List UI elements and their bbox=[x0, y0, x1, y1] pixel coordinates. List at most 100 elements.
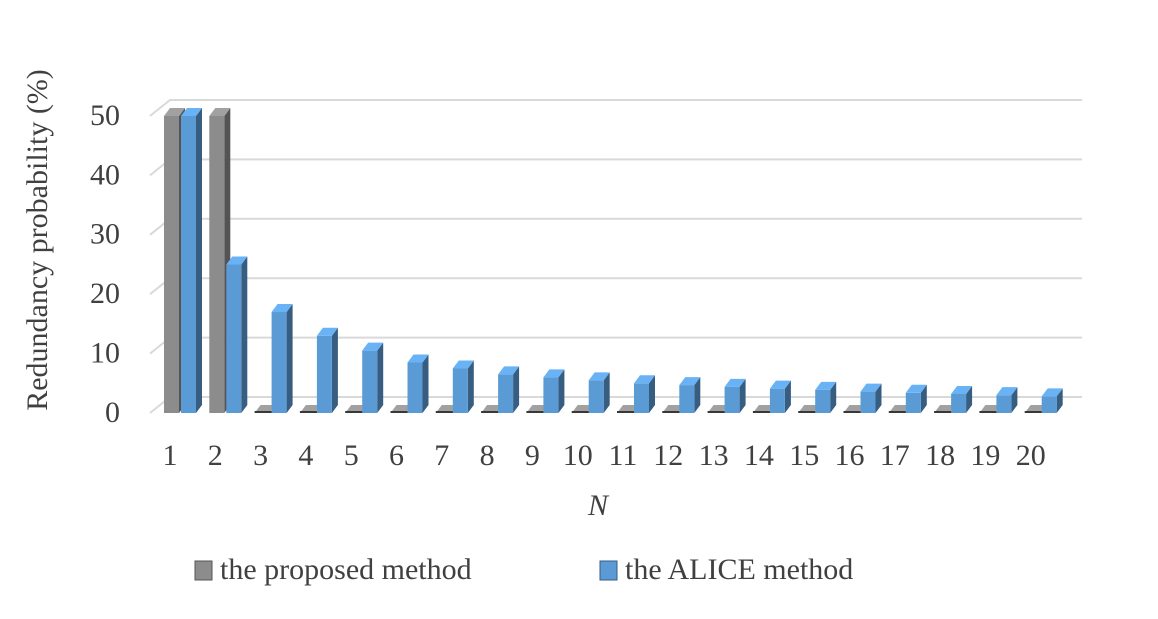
legend-label: the proposed method bbox=[220, 553, 472, 586]
bar bbox=[498, 374, 514, 413]
bar-top bbox=[996, 387, 1018, 396]
y-tick-label: 20 bbox=[90, 277, 120, 310]
bar bbox=[679, 385, 695, 413]
bar bbox=[951, 393, 967, 413]
x-tick-label: 11 bbox=[609, 439, 638, 472]
bar-side bbox=[1011, 387, 1018, 413]
bar-side bbox=[558, 369, 565, 413]
x-tick-label: 4 bbox=[298, 439, 313, 472]
y-axis-label: Redundancy probability (%) bbox=[21, 69, 54, 411]
bar bbox=[209, 116, 225, 413]
bar-side bbox=[513, 366, 520, 413]
grid-line bbox=[149, 158, 1082, 177]
bar bbox=[905, 392, 921, 413]
bar bbox=[543, 377, 559, 413]
x-tick-label: 14 bbox=[744, 439, 774, 472]
grid-line bbox=[149, 277, 1082, 295]
x-tick-label: 1 bbox=[163, 439, 178, 472]
x-tick-label: 18 bbox=[925, 439, 955, 472]
bar-side bbox=[920, 384, 927, 413]
bar-side bbox=[603, 372, 610, 413]
bar-side bbox=[694, 377, 701, 413]
bar bbox=[407, 362, 423, 413]
bar bbox=[316, 335, 332, 413]
x-tick-label: 3 bbox=[253, 439, 268, 472]
y-tick-label: 0 bbox=[105, 396, 120, 429]
bar bbox=[860, 391, 876, 413]
bar-side bbox=[241, 256, 248, 413]
legend-swatch bbox=[194, 560, 213, 581]
bar-top bbox=[362, 342, 384, 351]
bar-side bbox=[649, 375, 655, 413]
bar-top bbox=[543, 369, 565, 378]
x-tick-label: 7 bbox=[434, 439, 449, 472]
bar bbox=[1041, 396, 1057, 413]
bar-top bbox=[226, 256, 248, 265]
bar-top bbox=[407, 354, 429, 363]
bar bbox=[996, 395, 1012, 413]
bar-top bbox=[1041, 388, 1063, 397]
bar bbox=[452, 368, 468, 413]
legend-swatch bbox=[599, 560, 618, 581]
x-axis-label: N bbox=[587, 489, 610, 522]
y-tick-label: 10 bbox=[90, 336, 120, 369]
bar bbox=[588, 380, 604, 413]
x-tick-label: 2 bbox=[208, 439, 223, 472]
bar bbox=[724, 386, 740, 413]
bar-side bbox=[739, 378, 746, 413]
x-tick-label: 6 bbox=[389, 439, 404, 472]
y-tick-label: 30 bbox=[90, 218, 120, 251]
bar-top bbox=[209, 108, 231, 116]
bar-top bbox=[679, 377, 701, 386]
bar-top bbox=[316, 327, 338, 336]
bar bbox=[271, 312, 287, 413]
y-tick-label: 40 bbox=[90, 158, 120, 191]
bar bbox=[181, 116, 196, 413]
grid-line bbox=[149, 217, 1082, 236]
bar-side bbox=[286, 304, 293, 413]
x-tick-label: 16 bbox=[835, 439, 865, 472]
x-tick-label: 20 bbox=[1016, 439, 1046, 472]
bar-side bbox=[830, 381, 837, 413]
x-tick-label: 5 bbox=[344, 439, 359, 472]
bar-side bbox=[1056, 388, 1063, 413]
grid-line bbox=[149, 99, 1082, 117]
x-tick-label: 15 bbox=[789, 439, 819, 472]
bar-side bbox=[784, 380, 791, 413]
bar-top bbox=[724, 378, 746, 387]
bar-top bbox=[271, 304, 293, 313]
bar-side bbox=[875, 383, 882, 413]
bar bbox=[634, 383, 649, 413]
bar-top bbox=[769, 380, 791, 389]
bar-side bbox=[422, 354, 429, 413]
bar-side bbox=[331, 327, 338, 413]
bar-top bbox=[860, 383, 882, 392]
bar-side bbox=[377, 342, 384, 413]
bar bbox=[164, 116, 179, 413]
bar bbox=[226, 264, 242, 413]
bar bbox=[769, 388, 785, 413]
bar-top bbox=[164, 108, 185, 116]
x-tick-label: 19 bbox=[970, 439, 1000, 472]
bar-top bbox=[498, 366, 520, 375]
legend-label: the ALICE method bbox=[625, 553, 853, 586]
bar-top bbox=[634, 375, 655, 384]
bar-top bbox=[181, 108, 202, 116]
bar-side bbox=[966, 385, 973, 413]
x-tick-label: 8 bbox=[480, 439, 495, 472]
bar-side bbox=[196, 108, 202, 413]
x-tick-label: 13 bbox=[699, 439, 729, 472]
bar-top bbox=[452, 360, 474, 369]
bar bbox=[362, 350, 378, 413]
bar-top bbox=[588, 372, 610, 381]
x-tick-label: 9 bbox=[525, 439, 540, 472]
bar-top bbox=[951, 385, 973, 394]
bar-side bbox=[467, 360, 474, 413]
y-tick-label: 50 bbox=[90, 99, 120, 132]
x-tick-label: 17 bbox=[880, 439, 910, 472]
bar-top bbox=[905, 384, 927, 393]
x-tick-label: 12 bbox=[653, 439, 683, 472]
x-tick-label: 10 bbox=[563, 439, 593, 472]
bar bbox=[815, 389, 831, 413]
